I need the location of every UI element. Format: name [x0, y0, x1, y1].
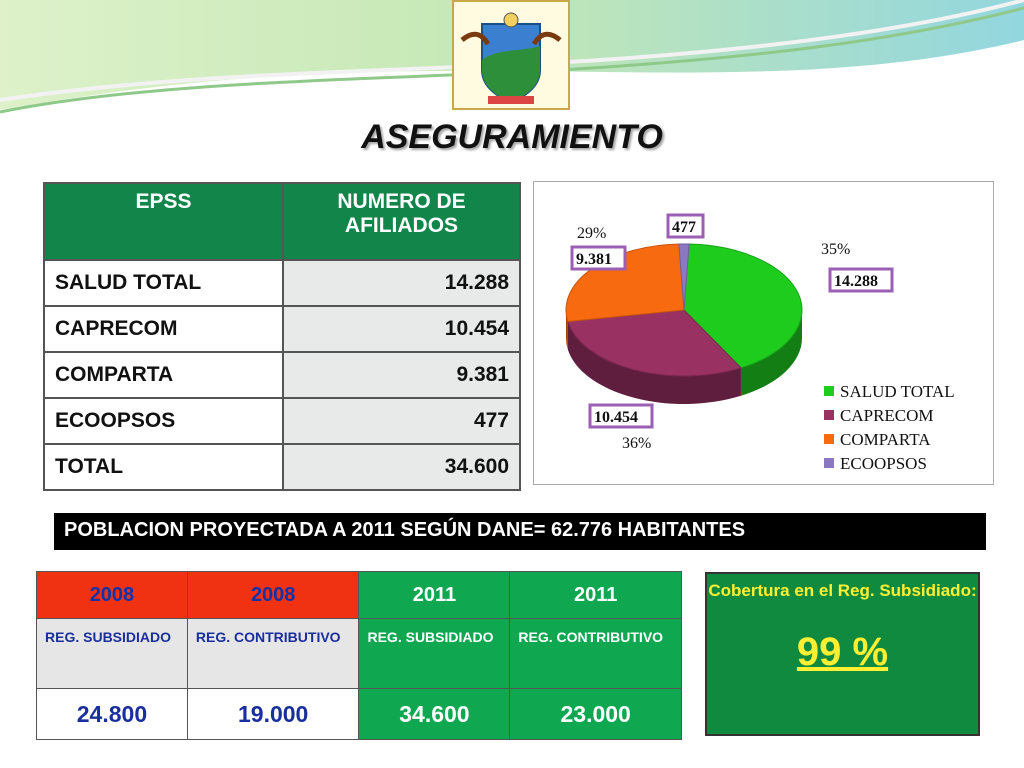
pie-slice — [683, 243, 803, 369]
data-label-box — [570, 245, 627, 271]
page-title: ASEGURAMIENTO — [361, 118, 663, 156]
table-row: COMPARTA 9.381 — [43, 351, 521, 399]
regime-cell: REG. SUBSIDIADO — [358, 618, 511, 689]
pie-chart-svg: 14.288 10.454 9.381 477 35% 36% 29% SALUD TOTAL… — [565, 213, 955, 473]
data-label: 10.454 — [594, 409, 638, 426]
table-row: CAPRECOM 10.454 — [43, 305, 521, 353]
table-row: TOTAL 34.600 — [43, 443, 521, 491]
pie-slice — [678, 243, 690, 311]
population-banner: POBLACION PROYECTADA A 2011 SEGÚN DANE= … — [54, 513, 986, 550]
table-row: SALUD TOTAL 14.288 — [43, 259, 521, 307]
legend-swatch — [824, 410, 834, 420]
pie-slice-side — [740, 310, 802, 396]
value-cell: 24.800 — [36, 688, 188, 740]
percent-label: 35% — [821, 241, 850, 258]
row-value: 9.381 — [282, 351, 521, 399]
value-cell: 23.000 — [509, 688, 682, 740]
legend-swatch — [824, 386, 834, 396]
legend-label: CAPRECOM — [840, 406, 934, 425]
header-epss: EPSS — [43, 182, 284, 261]
table-row: ECOOPSOS 477 — [43, 397, 521, 445]
value-cell: 19.000 — [186, 688, 360, 740]
row-value: 10.454 — [282, 305, 521, 353]
header-afiliados: NUMERO DE AFILIADOS — [282, 182, 521, 261]
row-name: CAPRECOM — [43, 305, 284, 353]
coverage-table: 2008 2008 2011 2011 REG. SUBSIDIADO REG.… — [36, 571, 682, 740]
row-name: COMPARTA — [43, 351, 284, 399]
year-cell: 2008 — [186, 571, 360, 619]
regime-cell: REG. CONTRIBUTIVO — [186, 618, 360, 689]
regime-cell: REG. CONTRIBUTIVO — [509, 618, 682, 689]
pie-slice-side — [566, 310, 568, 350]
row-value: 34.600 — [282, 443, 521, 491]
row-name: SALUD TOTAL — [43, 259, 284, 307]
regime-cell: REG. SUBSIDIADO — [36, 618, 188, 689]
legend-label: ECOOPSOS — [840, 454, 927, 473]
data-label-box — [666, 213, 705, 239]
legend-swatch — [824, 458, 834, 468]
row-value: 477 — [282, 397, 521, 445]
row-value: 14.288 — [282, 259, 521, 307]
data-label: 9.381 — [576, 251, 612, 268]
legend-label: SALUD TOTAL — [840, 382, 955, 401]
data-label-box — [828, 267, 894, 293]
percent-label: 36% — [622, 435, 651, 452]
coverage-label: Cobertura en el Reg. Subsidiado: — [708, 581, 977, 600]
municipal-logo — [452, 0, 570, 110]
percent-label: 29% — [577, 225, 606, 242]
epss-table: EPSS NUMERO DE AFILIADOS SALUD TOTAL 14.… — [43, 182, 521, 491]
coverage-value: 99 % — [796, 630, 889, 674]
year-cell: 2011 — [358, 571, 511, 619]
legend-label: COMPARTA — [840, 430, 931, 449]
pie-slice — [567, 309, 742, 377]
row-name: ECOOPSOS — [43, 397, 284, 445]
data-label: 14.288 — [834, 273, 878, 290]
row-name: TOTAL — [43, 443, 284, 491]
data-label: 477 — [672, 219, 696, 236]
year-cell: 2008 — [36, 571, 188, 619]
data-label-box — [588, 403, 654, 429]
pie-slice-side — [567, 321, 741, 404]
value-cell: 34.600 — [358, 688, 511, 740]
legend-swatch — [824, 434, 834, 444]
pie-chart: 14.288 10.454 9.381 477 35% 36% 29% SALUD TOTAL… — [533, 181, 994, 485]
year-cell: 2011 — [509, 571, 682, 619]
coverage-box: Cobertura en el Reg. Subsidiado: 99 % — [705, 572, 980, 736]
